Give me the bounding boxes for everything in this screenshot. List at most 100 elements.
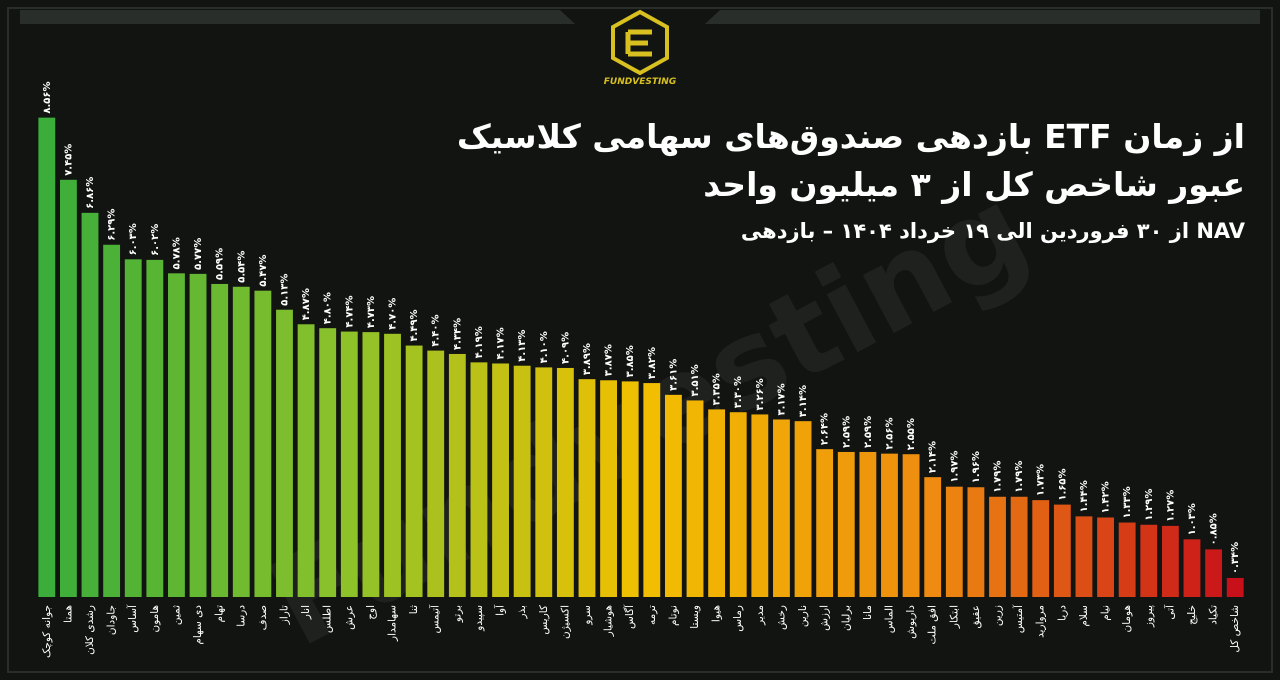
value-label: ۱.۲۹%	[1144, 489, 1155, 521]
bar	[340, 331, 358, 597]
bar	[146, 259, 164, 597]
value-label: ۱.۳۳%	[1122, 486, 1133, 518]
top-stripe-left	[20, 10, 575, 24]
bar	[643, 383, 661, 597]
value-label: ۵.۵۴%	[236, 251, 247, 283]
value-label: ۱.۷۹%	[993, 461, 1004, 493]
x-tick-label: آمتیس	[1012, 604, 1025, 633]
value-label: ۴.۰۹%	[560, 332, 571, 364]
x-tick-label: جاودان	[106, 605, 118, 635]
x-tick-label: هومان	[1121, 605, 1133, 633]
bar	[686, 400, 704, 597]
x-tick-label: ترمه	[646, 605, 658, 625]
value-label: ۴.۱۳%	[517, 330, 528, 362]
bar	[664, 394, 682, 597]
x-tick-label: سرو	[581, 605, 593, 626]
x-tick-label: تاراز	[278, 605, 290, 625]
chart-title: عبور شاخص کل از ۳ میلیون واحد	[703, 165, 1245, 205]
bar	[1140, 524, 1158, 597]
x-tick-label: ثنا	[408, 605, 420, 614]
x-tick-label: شاخص کل	[1229, 605, 1241, 653]
value-label: ۳.۶۱%	[668, 359, 679, 391]
bar	[297, 324, 315, 597]
value-label: ۲.۵۹%	[863, 416, 874, 448]
bar	[751, 414, 769, 597]
value-label: ۴.۸۰%	[323, 292, 334, 324]
value-label: ۳.۵۱%	[690, 364, 701, 396]
chart-subtitle: از ۳۰ فروردین الی ۱۹ خرداد ۱۴۰۴ – بازدهی…	[741, 219, 1246, 243]
x-tick-label: اوج	[365, 605, 377, 620]
bar	[578, 379, 596, 597]
value-label: ۰.۸۵%	[1209, 513, 1220, 545]
x-tick-label: سهامدار	[387, 605, 399, 642]
bar	[1010, 496, 1028, 597]
bar	[708, 409, 726, 597]
x-tick-label: عقیق	[970, 605, 982, 629]
bar	[513, 365, 531, 597]
value-label: ۵.۱۳%	[279, 274, 290, 306]
value-label: ۶.۰۲%	[150, 224, 161, 256]
value-label: ۳.۸۹%	[582, 343, 593, 375]
bar	[211, 283, 229, 597]
bar	[103, 244, 121, 597]
x-tick-label: سپیدو	[473, 605, 485, 632]
value-label: ۲.۶۴%	[820, 413, 831, 445]
bar	[1075, 516, 1093, 597]
value-label: ۳.۸۵%	[625, 345, 636, 377]
bar	[427, 350, 445, 597]
x-tick-label: دی سهام	[192, 605, 204, 645]
x-tick-label: آگاس	[623, 604, 636, 629]
value-label: ۴.۱۷%	[496, 327, 507, 359]
bar	[729, 412, 747, 597]
x-tick-label: نارین	[797, 605, 809, 627]
bar	[362, 332, 380, 597]
x-tick-label: دریا	[1056, 605, 1068, 621]
value-label: ۳.۳۰%	[733, 376, 744, 408]
x-tick-label: پیروز	[1143, 605, 1155, 628]
logo-mark	[625, 29, 652, 57]
x-tick-label: رشدی کلان	[84, 605, 96, 655]
value-label: ۱.۹۷%	[949, 451, 960, 483]
value-label: ۴.۴۹%	[409, 309, 420, 341]
bar	[254, 290, 272, 597]
value-label: ۱.۷۳%	[1036, 464, 1047, 496]
x-tick-label: رخش	[775, 605, 787, 630]
bar	[535, 367, 553, 597]
bar	[924, 477, 942, 597]
value-label: ۰.۳۴%	[1230, 542, 1241, 574]
bar	[1097, 517, 1114, 597]
x-tick-label: مدیر	[754, 605, 766, 626]
bar	[232, 286, 250, 597]
value-label: ۴.۸۷%	[301, 288, 312, 320]
x-tick-label: مانا	[862, 605, 874, 620]
bar	[168, 273, 185, 597]
value-label: ۱.۲۷%	[1165, 490, 1176, 522]
bar	[319, 328, 337, 597]
x-tick-label: آوا	[494, 604, 507, 616]
x-tick-label: ارزش	[819, 605, 831, 631]
bar	[1118, 522, 1136, 597]
x-tick-label: آتی	[1163, 604, 1176, 620]
value-label: ۲.۵۹%	[841, 416, 852, 448]
bar	[384, 333, 401, 597]
logo-hexagon	[611, 9, 669, 76]
value-label: ۵.۴۷%	[258, 255, 269, 287]
x-tick-label: درسا	[235, 605, 247, 627]
x-tick-label: همتا	[62, 605, 74, 623]
value-label: ۲.۵۵%	[906, 418, 917, 450]
bar	[881, 453, 898, 597]
x-tick-label: هیوا	[711, 605, 723, 622]
value-label: ۳.۳۵%	[712, 373, 723, 405]
bar	[945, 486, 963, 597]
bar	[967, 487, 985, 597]
value-label: ۶.۸۶%	[85, 177, 96, 209]
x-tick-label: جوانه کوچک	[41, 605, 53, 658]
bar	[1205, 549, 1223, 597]
value-label: ۱.۴۲%	[1101, 481, 1112, 513]
value-label: ۳.۱۴%	[798, 385, 809, 417]
x-tick-label: ویستا	[689, 605, 701, 629]
value-label: ۱.۹۶%	[971, 451, 982, 483]
bar	[492, 363, 509, 597]
bar	[470, 362, 488, 597]
